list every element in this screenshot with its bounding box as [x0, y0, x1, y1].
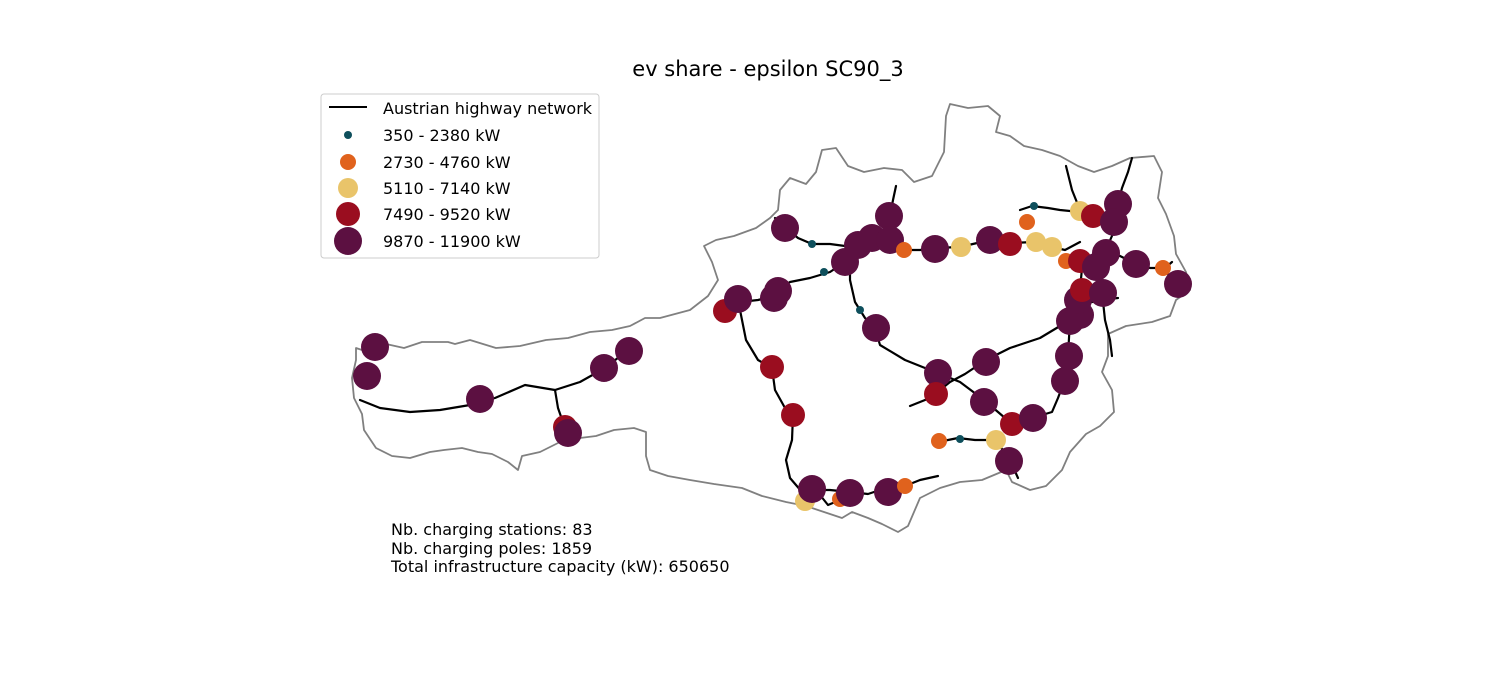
- charging-station-marker: [760, 355, 784, 379]
- charging-station-marker: [896, 242, 912, 258]
- legend-marker: [340, 154, 356, 170]
- charging-station-marker: [1042, 237, 1062, 257]
- legend-label: 7490 - 9520 kW: [383, 205, 511, 224]
- charging-station-marker: [874, 478, 902, 506]
- charging-station-marker: [1019, 214, 1035, 230]
- charging-station-marker: [856, 306, 864, 314]
- legend-label: 350 - 2380 kW: [383, 126, 501, 145]
- charging-station-marker: [956, 435, 964, 443]
- charging-station-marker: [1019, 404, 1047, 432]
- charging-station-marker: [986, 430, 1006, 450]
- charging-station-marker: [724, 285, 752, 313]
- charging-station-marker: [615, 337, 643, 365]
- charging-station-marker: [1070, 278, 1094, 302]
- charging-station-marker: [1051, 367, 1079, 395]
- legend-marker: [338, 178, 358, 198]
- highway-segment: [736, 298, 940, 496]
- highway-segment: [1018, 204, 1082, 214]
- charging-station-marker: [875, 202, 903, 230]
- charging-station-marker: [976, 226, 1004, 254]
- legend-marker: [336, 202, 360, 226]
- charging-station-marker: [554, 419, 582, 447]
- charging-station-marker: [970, 388, 998, 416]
- charging-station-marker: [897, 478, 913, 494]
- charging-station-marker: [353, 362, 381, 390]
- highway-segment: [936, 318, 1072, 426]
- legend-frame: [320, 93, 600, 259]
- charging-station-marker: [1089, 279, 1117, 307]
- charging-station-marker: [1055, 342, 1083, 370]
- charging-station-marker: [924, 359, 952, 387]
- legend-label: 2730 - 4760 kW: [383, 153, 511, 172]
- charging-station-marker: [1030, 202, 1038, 210]
- charging-station-marker: [972, 348, 1000, 376]
- charging-station-marker: [921, 235, 949, 263]
- charging-station-marker: [771, 214, 799, 242]
- charging-station-marker: [862, 314, 890, 342]
- charging-station-marker: [836, 479, 864, 507]
- legend-marker: [344, 131, 352, 139]
- charging-station-marker: [931, 433, 947, 449]
- legend-label: 5110 - 7140 kW: [383, 179, 511, 198]
- charging-station-marker: [361, 333, 389, 361]
- highway-segment: [358, 348, 630, 414]
- charging-station-marker: [808, 240, 816, 248]
- charging-station-marker: [995, 447, 1023, 475]
- charging-station-marker: [466, 385, 494, 413]
- charging-stations: [353, 190, 1192, 511]
- charging-station-marker: [1081, 204, 1105, 228]
- legend: Austrian highway network 350 - 2380 kW 27…: [320, 93, 600, 259]
- capacity-total: Total infrastructure capacity (kW): 6506…: [391, 557, 730, 576]
- charging-station-marker: [820, 268, 828, 276]
- charging-station-marker: [1000, 412, 1024, 436]
- charging-station-marker: [1026, 232, 1046, 252]
- charging-station-marker: [924, 382, 948, 406]
- charging-station-marker: [781, 403, 805, 427]
- charging-station-marker: [798, 475, 826, 503]
- charging-station-marker: [1155, 260, 1171, 276]
- legend-highway-label: Austrian highway network: [383, 99, 593, 118]
- legend-label: 9870 - 11900 kW: [383, 232, 521, 251]
- charging-station-marker: [998, 232, 1022, 256]
- charging-station-marker: [1164, 270, 1192, 298]
- charging-station-marker: [1092, 239, 1120, 267]
- stations-count: Nb. charging stations: 83: [391, 520, 593, 539]
- poles-count: Nb. charging poles: 1859: [391, 538, 593, 558]
- infrastructure-stats: Nb. charging stations: 83 Nb. charging po…: [391, 520, 730, 577]
- legend-marker: [334, 227, 362, 255]
- charging-station-marker: [764, 277, 792, 305]
- charging-station-marker: [590, 354, 618, 382]
- charging-station-marker: [951, 237, 971, 257]
- charging-station-marker: [1100, 208, 1128, 236]
- map-title: ev share - epsilon SC90_3: [632, 57, 903, 82]
- charging-station-marker: [1122, 250, 1150, 278]
